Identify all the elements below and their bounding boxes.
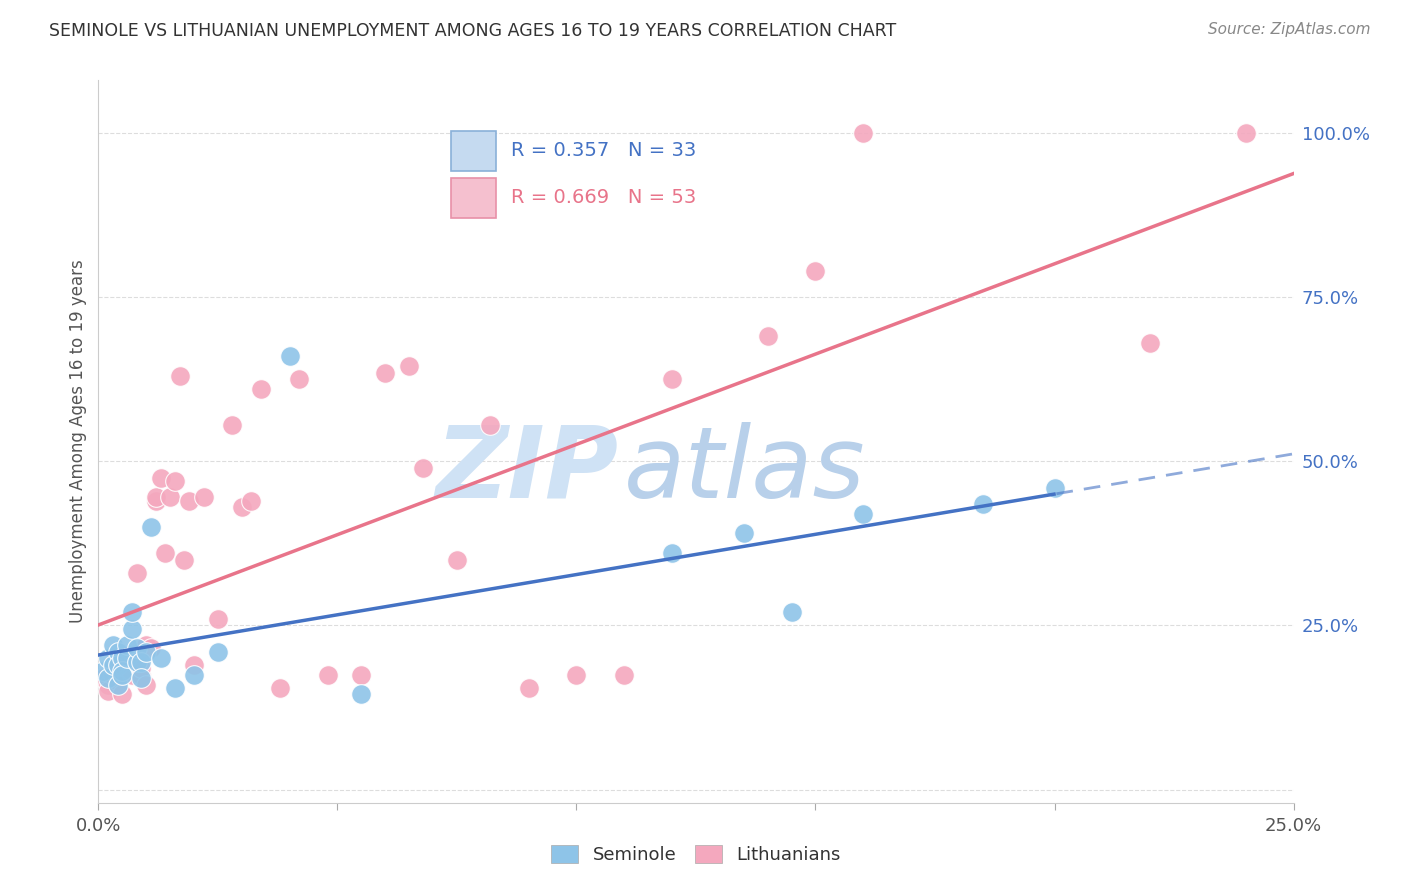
Point bbox=[804, 264, 827, 278]
Point bbox=[163, 681, 186, 695]
Point bbox=[125, 641, 148, 656]
Point bbox=[173, 553, 195, 567]
Point bbox=[852, 126, 875, 140]
Point bbox=[183, 667, 205, 681]
Point bbox=[131, 667, 153, 681]
Point bbox=[179, 493, 201, 508]
Point bbox=[101, 657, 124, 672]
FancyBboxPatch shape bbox=[451, 131, 496, 170]
Point bbox=[780, 605, 803, 619]
Point bbox=[278, 349, 301, 363]
Point bbox=[756, 329, 779, 343]
Point bbox=[565, 667, 588, 681]
Point bbox=[145, 493, 167, 508]
Point bbox=[121, 622, 143, 636]
Point bbox=[107, 674, 129, 689]
Point bbox=[107, 657, 129, 672]
Point bbox=[125, 566, 148, 580]
Point bbox=[398, 359, 420, 373]
Point bbox=[733, 526, 755, 541]
Point bbox=[240, 493, 263, 508]
Point bbox=[101, 667, 124, 681]
Point bbox=[121, 605, 143, 619]
Point bbox=[183, 657, 205, 672]
Point bbox=[155, 546, 177, 560]
Point bbox=[613, 667, 636, 681]
Point bbox=[193, 491, 215, 505]
Point bbox=[91, 665, 114, 679]
Point bbox=[125, 655, 148, 669]
Point bbox=[97, 684, 120, 698]
Point bbox=[350, 687, 373, 701]
Point bbox=[479, 418, 502, 433]
Point bbox=[121, 661, 143, 675]
Point bbox=[115, 657, 138, 672]
Point bbox=[661, 546, 683, 560]
Point bbox=[111, 651, 134, 665]
Point bbox=[207, 645, 229, 659]
Point bbox=[169, 368, 191, 383]
Point bbox=[101, 661, 124, 675]
Point bbox=[1043, 481, 1066, 495]
Point bbox=[139, 641, 162, 656]
Point bbox=[661, 372, 683, 386]
Text: ZIP: ZIP bbox=[436, 422, 619, 519]
Text: atlas: atlas bbox=[624, 422, 866, 519]
Point bbox=[125, 657, 148, 672]
Text: SEMINOLE VS LITHUANIAN UNEMPLOYMENT AMONG AGES 16 TO 19 YEARS CORRELATION CHART: SEMINOLE VS LITHUANIAN UNEMPLOYMENT AMON… bbox=[49, 22, 897, 40]
Legend: Seminole, Lithuanians: Seminole, Lithuanians bbox=[543, 836, 849, 873]
Point bbox=[111, 687, 134, 701]
Point bbox=[135, 638, 157, 652]
Point bbox=[111, 667, 134, 681]
Point bbox=[115, 638, 138, 652]
Point bbox=[121, 667, 143, 681]
Point bbox=[135, 645, 157, 659]
Point bbox=[412, 460, 434, 475]
Point bbox=[163, 474, 186, 488]
Point bbox=[115, 651, 138, 665]
Point bbox=[221, 418, 243, 433]
Point bbox=[1139, 336, 1161, 351]
Point bbox=[107, 645, 129, 659]
Point bbox=[316, 667, 339, 681]
Point bbox=[446, 553, 468, 567]
Point bbox=[97, 671, 120, 685]
Point bbox=[231, 500, 253, 515]
Point bbox=[374, 366, 396, 380]
Point bbox=[135, 677, 157, 691]
Point bbox=[107, 677, 129, 691]
Point bbox=[115, 651, 138, 665]
Point bbox=[269, 681, 291, 695]
Point bbox=[517, 681, 540, 695]
Point bbox=[250, 382, 273, 396]
Point bbox=[350, 667, 373, 681]
Point bbox=[139, 520, 162, 534]
Point bbox=[97, 651, 120, 665]
Point bbox=[852, 507, 875, 521]
Point bbox=[131, 671, 153, 685]
Point bbox=[111, 667, 134, 681]
Point bbox=[207, 612, 229, 626]
Text: R = 0.357   N = 33: R = 0.357 N = 33 bbox=[510, 141, 696, 161]
Text: Source: ZipAtlas.com: Source: ZipAtlas.com bbox=[1208, 22, 1371, 37]
Point bbox=[131, 661, 153, 675]
Y-axis label: Unemployment Among Ages 16 to 19 years: Unemployment Among Ages 16 to 19 years bbox=[69, 260, 87, 624]
Point bbox=[91, 671, 114, 685]
Point bbox=[101, 638, 124, 652]
Point bbox=[972, 497, 994, 511]
Point bbox=[159, 491, 181, 505]
Point bbox=[97, 677, 120, 691]
Point bbox=[149, 471, 172, 485]
Point bbox=[145, 491, 167, 505]
Point bbox=[111, 665, 134, 679]
Point bbox=[288, 372, 311, 386]
Point bbox=[1234, 126, 1257, 140]
FancyBboxPatch shape bbox=[451, 178, 496, 218]
Text: R = 0.669   N = 53: R = 0.669 N = 53 bbox=[510, 188, 696, 207]
Point bbox=[131, 655, 153, 669]
Point bbox=[149, 651, 172, 665]
